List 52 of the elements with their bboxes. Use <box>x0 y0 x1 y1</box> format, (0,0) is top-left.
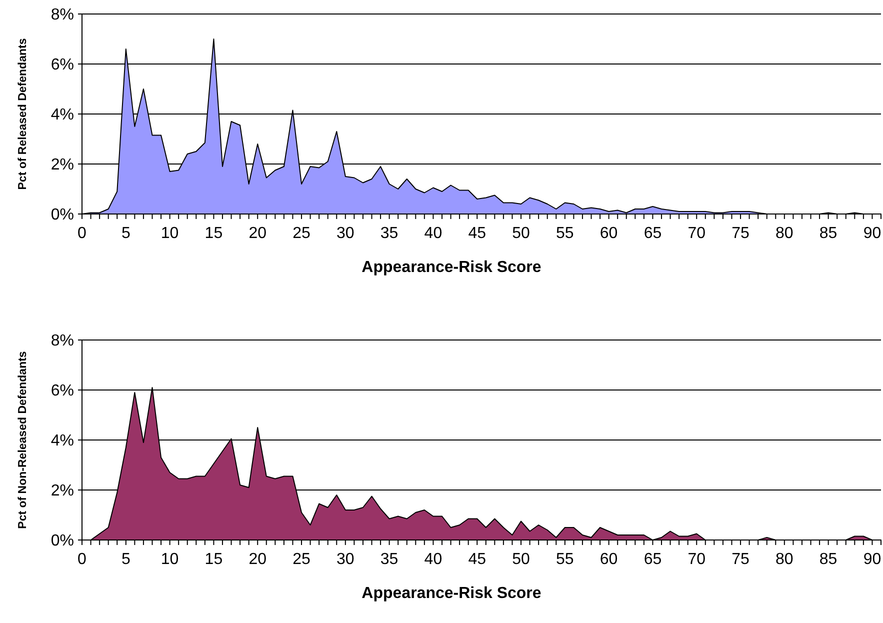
x-tick-label: 25 <box>292 225 311 242</box>
x-axis-title: Appearance-Risk Score <box>362 259 542 276</box>
y-tick-label: 4% <box>50 432 74 450</box>
y-tick-label: 8% <box>50 332 74 350</box>
x-tick-label: 80 <box>776 551 794 568</box>
x-tick-label: 60 <box>600 225 618 242</box>
x-tick-label: 55 <box>556 225 574 242</box>
y-axis-title: Pct of Released Defendants <box>17 38 29 190</box>
x-tick-label: 75 <box>732 551 750 568</box>
y-tick-label: 0% <box>50 206 74 224</box>
x-tick-label: 35 <box>380 551 398 568</box>
x-tick-label: 40 <box>424 551 442 568</box>
y-tick-label: 8% <box>50 6 74 24</box>
x-tick-label: 25 <box>292 551 311 568</box>
x-tick-label: 0 <box>78 551 87 568</box>
y-axis-title: Pct of Non-Released Defendants <box>17 351 29 529</box>
x-tick-label: 65 <box>644 551 662 568</box>
x-tick-label: 20 <box>248 225 267 242</box>
x-tick-label: 20 <box>248 551 267 568</box>
y-tick-label: 4% <box>50 106 74 124</box>
y-tick-label: 0% <box>50 532 74 550</box>
x-tick-label: 40 <box>424 225 442 242</box>
y-tick-label: 6% <box>50 382 74 400</box>
x-tick-label: 75 <box>732 225 750 242</box>
x-tick-label: 60 <box>600 551 618 568</box>
x-tick-label: 10 <box>160 225 179 242</box>
x-tick-label: 70 <box>688 551 706 568</box>
x-tick-label: 70 <box>688 225 706 242</box>
y-tick-label: 2% <box>50 482 74 500</box>
x-axis-title: Appearance-Risk Score <box>362 585 542 602</box>
x-tick-label: 55 <box>556 551 574 568</box>
x-tick-label: 80 <box>776 225 794 242</box>
x-tick-label: 45 <box>468 551 486 568</box>
x-tick-label: 90 <box>863 551 882 568</box>
x-tick-label: 50 <box>512 551 530 568</box>
x-tick-label: 85 <box>819 225 838 242</box>
x-tick-label: 10 <box>160 551 179 568</box>
x-tick-label: 65 <box>644 225 662 242</box>
x-tick-label: 30 <box>336 551 354 568</box>
x-tick-label: 5 <box>121 551 130 568</box>
y-tick-label: 6% <box>50 56 74 74</box>
x-tick-label: 45 <box>468 225 486 242</box>
x-tick-label: 15 <box>204 551 223 568</box>
x-tick-label: 50 <box>512 225 530 242</box>
x-tick-label: 5 <box>121 225 130 242</box>
x-tick-label: 35 <box>380 225 398 242</box>
x-tick-label: 85 <box>819 551 838 568</box>
x-tick-label: 0 <box>78 225 87 242</box>
x-tick-label: 30 <box>336 225 354 242</box>
y-tick-label: 2% <box>50 156 74 174</box>
x-tick-label: 90 <box>863 225 882 242</box>
x-tick-label: 15 <box>204 225 223 242</box>
